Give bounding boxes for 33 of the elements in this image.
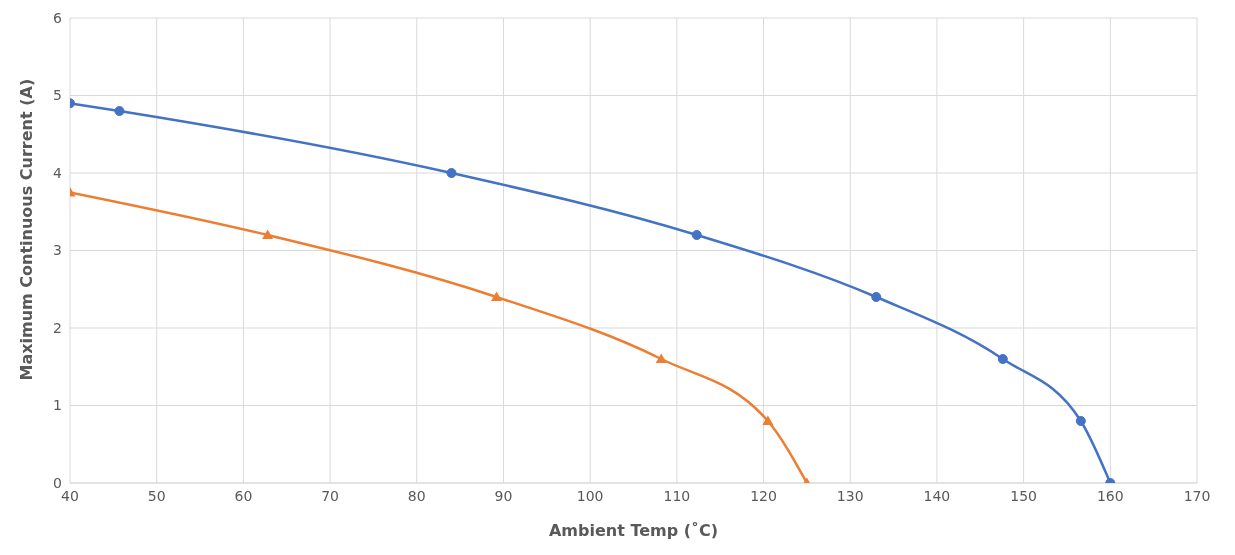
y-tick-label: 4 bbox=[53, 164, 63, 181]
x-tick-label: 70 bbox=[321, 487, 339, 504]
point bbox=[491, 291, 503, 301]
point bbox=[1075, 416, 1086, 426]
y-tick-label: 6 bbox=[53, 9, 63, 26]
y-tick-label: 1 bbox=[53, 397, 62, 414]
point bbox=[114, 106, 125, 116]
x-tick-label: 80 bbox=[407, 487, 426, 504]
x-tick-label: 160 bbox=[1096, 487, 1124, 504]
point bbox=[446, 168, 457, 178]
point bbox=[262, 229, 274, 239]
x-tick-label: 100 bbox=[576, 487, 604, 504]
x-tick-label: 150 bbox=[1010, 487, 1037, 504]
x-tick-label: 60 bbox=[234, 487, 253, 504]
x-tick-label: 170 bbox=[1183, 487, 1211, 504]
x-tick-label: 110 bbox=[663, 487, 691, 504]
x-tick-label: 90 bbox=[494, 487, 513, 504]
y-tick-label: 5 bbox=[53, 87, 62, 104]
point bbox=[997, 354, 1008, 364]
point bbox=[762, 415, 774, 425]
y-tick-label: 2 bbox=[53, 319, 62, 336]
x-tick-label: 40 bbox=[61, 487, 79, 504]
x-tick-label: 120 bbox=[750, 487, 777, 504]
point bbox=[871, 292, 882, 302]
x-tick-label: 50 bbox=[147, 487, 166, 504]
x-tick-label: 130 bbox=[836, 487, 864, 504]
y-axis-title: Maximum Continuous Current (A) bbox=[16, 78, 36, 381]
x-axis-title: Ambient Temp (˚C) bbox=[548, 521, 719, 540]
point bbox=[691, 230, 702, 240]
point bbox=[655, 353, 667, 363]
y-tick-label: 3 bbox=[53, 242, 62, 259]
y-tick-label: 0 bbox=[53, 474, 62, 491]
x-tick-label: 140 bbox=[923, 487, 951, 504]
